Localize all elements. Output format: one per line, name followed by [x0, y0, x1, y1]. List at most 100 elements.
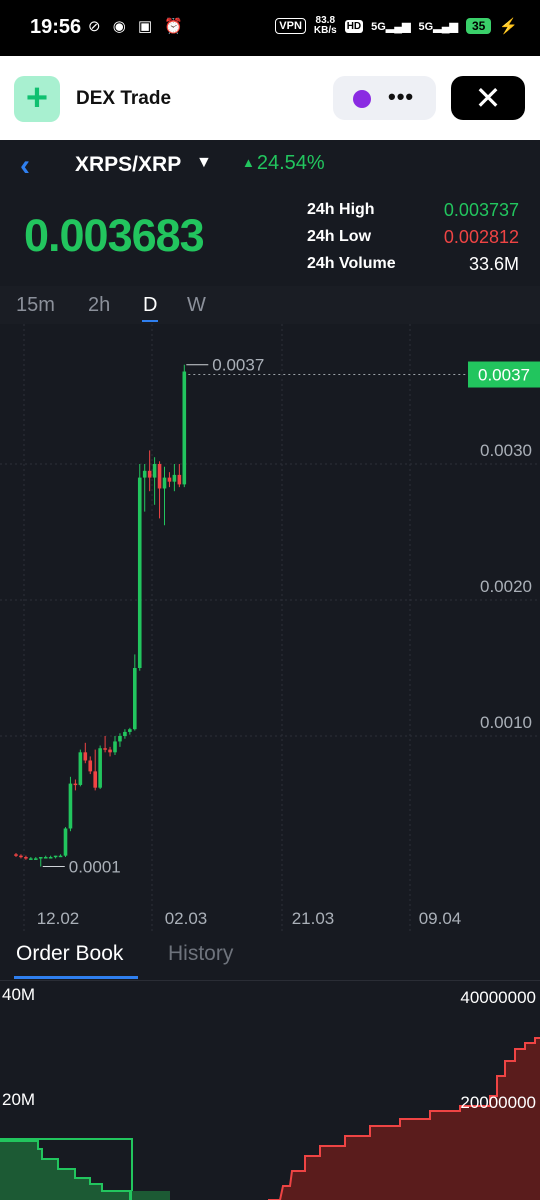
y-axis-labels: 0.0030 0.0020 0.0010 — [480, 441, 532, 732]
chart-overlays: 0.0037 0.0037 0.0001 — [42, 356, 540, 877]
candle-body — [182, 371, 187, 485]
timeframe-selector: 15m 2h D W — [0, 286, 540, 324]
high-marker-label: 0.0037 — [212, 356, 264, 375]
depth-right-label-20000000: 20000000 — [460, 1093, 536, 1112]
status-right-icons: VPN 83.8 KB/s HD 5G▂▄▆ 5G▂▄▆ 35 ⚡ — [275, 16, 518, 36]
candle-body — [137, 477, 142, 668]
x-axis-label: 21.03 — [292, 909, 335, 928]
candle-body — [103, 748, 107, 750]
chart-grid — [0, 324, 540, 934]
candle-body — [78, 752, 83, 785]
x-axis-label: 12.02 — [37, 909, 80, 928]
candle-body — [83, 752, 88, 761]
candle-body — [93, 771, 97, 788]
current-price-box — [468, 361, 540, 388]
depth-left-label-40m: 40M — [2, 985, 35, 1004]
bid-depth-line-2 — [0, 1138, 133, 1200]
depth-chart[interactable]: 40M 20M 40000000 20000000 — [0, 981, 540, 1200]
candle-body — [162, 477, 167, 489]
candle-body — [142, 470, 147, 478]
candle-body — [167, 477, 172, 482]
tab-order-book[interactable]: Order Book — [16, 942, 124, 965]
candle-body — [157, 464, 162, 489]
x-axis-label: 02.03 — [165, 909, 208, 928]
tab-history[interactable]: History — [168, 942, 234, 965]
candle-body — [43, 857, 48, 859]
signal-icon-2: 5G▂▄▆ — [418, 20, 458, 33]
candle-body — [128, 729, 132, 732]
candle-body — [152, 464, 157, 478]
candle-body — [58, 855, 63, 858]
y-axis-label: 0.0020 — [480, 577, 532, 596]
current-price-label: 0.0037 — [478, 366, 530, 385]
x-axis-label: 09.04 — [419, 909, 462, 928]
battery-icon: 35 — [465, 18, 492, 34]
bid-depth-line — [0, 1140, 131, 1200]
bottom-tabs: Order Book History — [0, 934, 540, 981]
depth-right-label-40000000: 40000000 — [460, 988, 536, 1007]
candle-body — [38, 857, 43, 859]
status-notification-icons: ⊘ ◉ ▣ ⏰ — [88, 18, 188, 35]
candle-body — [24, 857, 28, 859]
candle-body — [29, 858, 33, 860]
status-bar: 19:56 ⊘ ◉ ▣ ⏰ VPN 83.8 KB/s HD 5G▂▄▆ 5G▂▄… — [0, 0, 540, 56]
dex-trade-logo: + — [14, 76, 60, 122]
candle-body — [88, 760, 93, 772]
network-speed: 83.8 KB/s — [313, 15, 337, 36]
y-axis-label: 0.0010 — [480, 713, 532, 732]
depth-left-label-20m: 20M — [2, 1090, 35, 1109]
timeframe-active-indicator — [142, 320, 158, 322]
app-title: DEX Trade — [76, 88, 172, 109]
menu-pill-button[interactable]: ••• — [333, 76, 436, 120]
candle-body — [177, 474, 182, 485]
plus-icon: + — [25, 76, 49, 119]
stat-low: 24h Low 0.002812 — [307, 227, 519, 247]
bid-depth-area — [0, 1141, 130, 1200]
candle-body — [98, 748, 102, 788]
candle-body — [133, 668, 137, 730]
y-axis-label: 0.0030 — [480, 441, 532, 460]
candle-body — [118, 736, 122, 742]
triangle-up-icon: ▲ — [242, 155, 255, 170]
candle-body — [53, 855, 58, 858]
timeframe-d[interactable]: D — [143, 294, 158, 316]
candle-body — [123, 731, 127, 736]
charging-icon: ⚡ — [499, 18, 518, 35]
candle-body — [68, 783, 73, 829]
stat-high: 24h High 0.003737 — [307, 200, 519, 220]
record-dot-icon — [353, 90, 371, 108]
last-price: 0.003683 — [24, 210, 205, 261]
candle-body — [73, 783, 78, 786]
timeframe-15m[interactable]: 15m — [16, 294, 55, 316]
timeframe-w[interactable]: W — [187, 294, 206, 316]
bid-depth-area-2 — [132, 1191, 170, 1200]
tab-active-indicator — [14, 976, 138, 979]
candle-body — [147, 470, 152, 478]
x-axis-labels: 12.02 02.03 21.03 09.04 — [37, 909, 462, 928]
close-button[interactable]: ✕ — [451, 76, 525, 120]
status-time: 19:56 — [30, 16, 82, 38]
candle-body — [14, 854, 18, 856]
app-bar: + DEX Trade ••• ✕ — [0, 56, 540, 140]
timeframe-2h[interactable]: 2h — [88, 294, 111, 316]
candle-body — [172, 474, 177, 482]
stat-volume: 24h Volume 33.6M — [307, 254, 519, 274]
market-header: ‹ XRPS/XRP ▼ ▲ 24.54% 0.003683 24h High 0… — [0, 140, 540, 286]
stats-panel: 24h High 0.003737 24h Low 0.002812 24h V… — [307, 198, 519, 279]
price-change: ▲ 24.54% — [242, 152, 325, 174]
signal-icon-1: 5G▂▄▆ — [371, 20, 411, 33]
candle-body — [19, 855, 23, 858]
pair-selector[interactable]: XRPS/XRP — [75, 153, 182, 176]
candle-body — [48, 857, 53, 859]
hd-icon: HD — [344, 19, 364, 33]
candlestick-chart[interactable]: 0.0037 0.0037 0.0001 0.00300.00200.0010 … — [0, 324, 540, 934]
chart-candles — [14, 364, 187, 867]
candle-body — [113, 741, 117, 753]
candle-body — [34, 858, 38, 860]
low-marker-label: 0.0001 — [69, 858, 121, 877]
chevron-down-icon[interactable]: ▼ — [196, 154, 212, 171]
candle-body — [108, 749, 112, 753]
more-icon: ••• — [388, 84, 415, 109]
back-icon[interactable]: ‹ — [20, 149, 30, 182]
ask-depth-line — [268, 1037, 540, 1200]
